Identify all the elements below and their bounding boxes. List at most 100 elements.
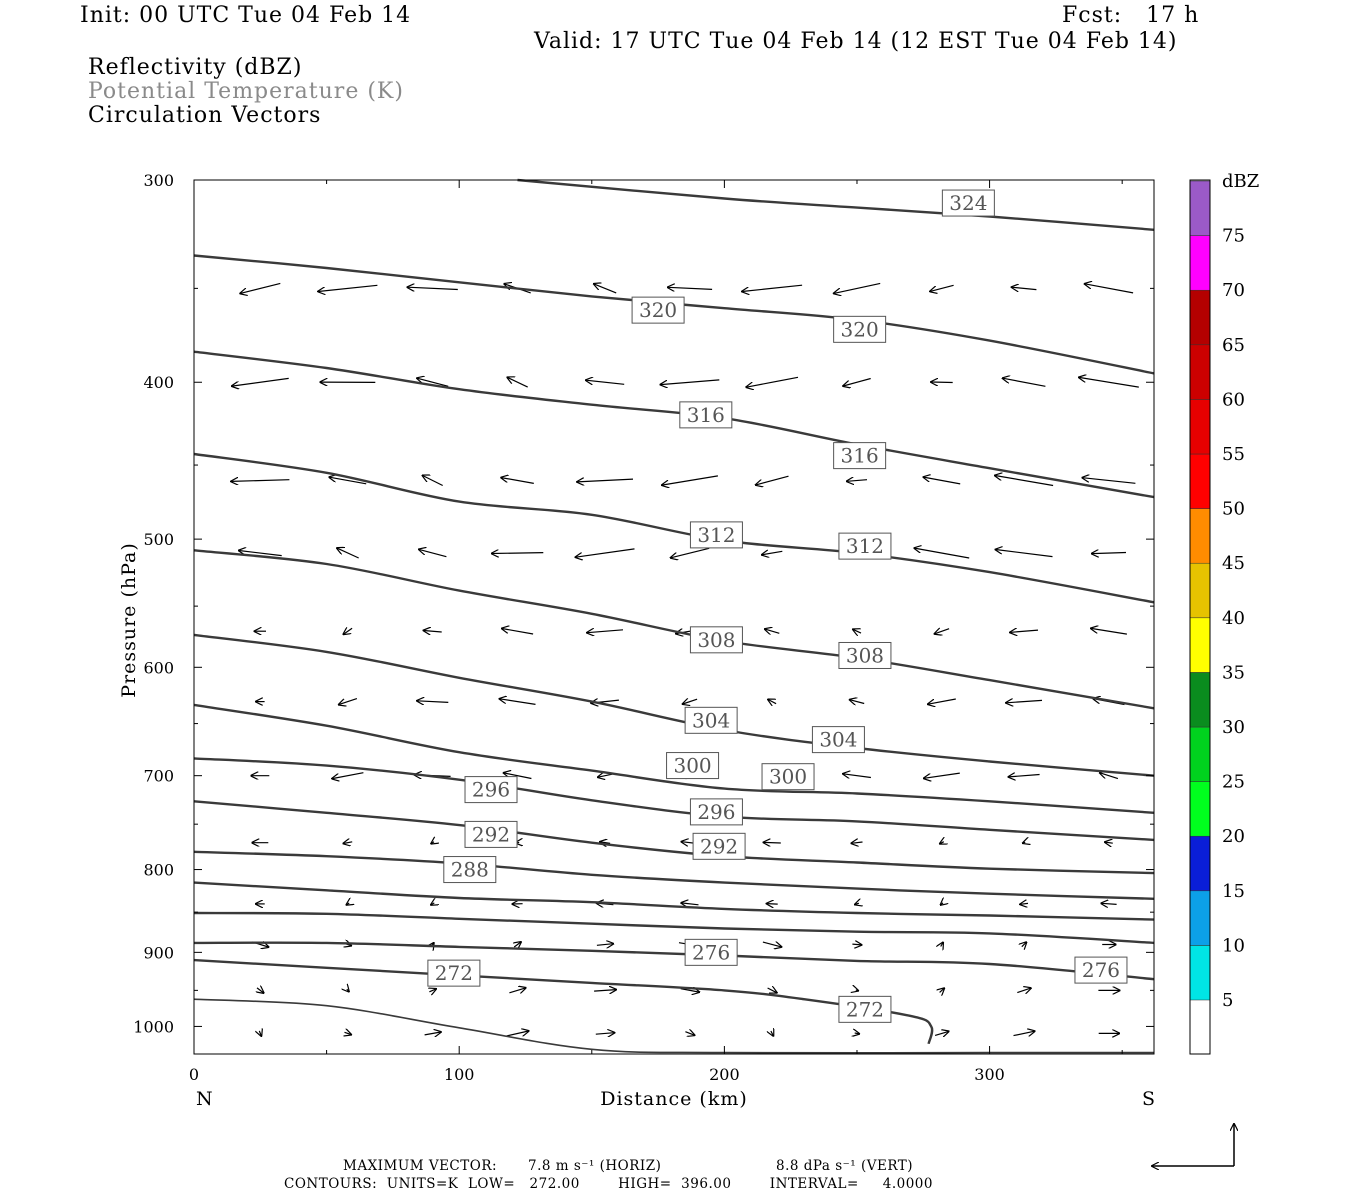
contour-label: 292 xyxy=(472,822,510,846)
circulation-vector xyxy=(429,989,436,992)
contour-label-box xyxy=(684,706,738,734)
circulation-vector xyxy=(594,990,616,992)
contour-label-box xyxy=(684,938,738,966)
colorbar-label: 35 xyxy=(1222,662,1245,683)
circulation-vector xyxy=(1010,630,1039,632)
isentrope-276 xyxy=(193,941,1155,981)
circulation-vector xyxy=(940,842,944,844)
dbz-colorbar: 5 10 15 20 25 30 35 40 45 50 55 60 65 70 75 dBZ xyxy=(1189,171,1259,1055)
contour-label: 276 xyxy=(692,940,730,964)
max-vector-label: MAXIMUM VECTOR: xyxy=(343,1158,498,1174)
colorbar-bin-15 xyxy=(1189,835,1211,892)
circulation-vector xyxy=(423,476,443,487)
circulation-vector xyxy=(431,903,434,905)
circulation-vector xyxy=(940,988,945,992)
circulation-vector xyxy=(843,377,871,387)
circulation-vector xyxy=(504,773,532,780)
contour-label: 316 xyxy=(841,444,879,468)
circulation-vector xyxy=(941,943,943,947)
circulation-vector xyxy=(339,698,358,705)
isentrope-288 xyxy=(193,850,1155,900)
contour-label-box xyxy=(761,763,815,791)
contour-label: 300 xyxy=(769,765,807,789)
isentrope-280 xyxy=(193,911,1155,945)
colorbar-bin-70 xyxy=(1189,235,1211,291)
circulation-vector xyxy=(1085,284,1134,294)
circulation-vector xyxy=(855,1033,860,1034)
circulation-vector xyxy=(586,380,625,384)
circulation-vector xyxy=(995,476,1054,487)
circulation-vector xyxy=(847,480,868,482)
circulation-vector xyxy=(417,378,449,387)
plot-frame xyxy=(193,179,1155,1055)
circulation-vector xyxy=(683,699,698,704)
colorbar-label: 20 xyxy=(1222,826,1245,847)
circulation-vector xyxy=(587,630,624,633)
circulation-vector xyxy=(855,903,859,904)
contour-label-box xyxy=(679,401,733,429)
init-time: Init: 00 UTC Tue 04 Feb 14 xyxy=(80,3,412,28)
circulation-vector xyxy=(1020,903,1029,904)
circulation-vector xyxy=(856,990,858,991)
circulation-vector xyxy=(765,629,780,633)
y-tick-label: 900 xyxy=(143,943,174,962)
isentrope-308 xyxy=(193,549,1155,710)
circulation-vector xyxy=(768,700,777,704)
contour-label: 308 xyxy=(697,628,735,652)
y-tick-label: 800 xyxy=(143,861,174,880)
circulation-vector xyxy=(851,842,863,843)
isentrope-272 xyxy=(193,958,934,1045)
circulation-vector xyxy=(507,377,528,388)
contour-label-box xyxy=(838,532,892,560)
circulation-vector xyxy=(240,282,281,293)
circulation-vector xyxy=(492,553,544,554)
circulation-vector xyxy=(771,1031,773,1036)
circulation-vector xyxy=(431,842,434,844)
circulation-vector xyxy=(576,548,635,557)
y-axis-title: Pressure (hPa) xyxy=(118,542,140,698)
circulation-vector xyxy=(332,772,364,779)
colorbar-label: 5 xyxy=(1222,990,1233,1011)
circulation-vector xyxy=(337,548,359,559)
circulation-vector xyxy=(600,842,611,844)
colorbar-label: 10 xyxy=(1222,935,1245,956)
x-end-label-left: N xyxy=(196,1088,213,1110)
colorbar-bin-5 xyxy=(1189,945,1211,1001)
contour-label: 292 xyxy=(700,834,738,858)
theta-contours xyxy=(193,178,1155,1054)
field-title-vectors: Circulation Vectors xyxy=(88,103,322,128)
circulation-vector xyxy=(1006,700,1043,702)
isentrope-324 xyxy=(517,178,1155,231)
y-tick-label: 400 xyxy=(143,373,174,392)
circulation-vector xyxy=(318,284,378,291)
x-tick-label: 0 xyxy=(189,1065,199,1084)
contour-label-box xyxy=(689,521,743,549)
contour-label-box xyxy=(464,820,518,848)
circulation-vector xyxy=(914,548,970,559)
colorbar-label: 60 xyxy=(1222,389,1245,410)
contour-label-box xyxy=(838,641,892,669)
circulation-vector xyxy=(594,284,617,294)
axes: 300 400 500 600 700 800 900 1000 0 100 200 300 Dista… xyxy=(118,171,1155,1110)
circulation-vector xyxy=(1082,478,1136,484)
isentrope-304 xyxy=(193,633,1155,777)
isentrope-284 xyxy=(193,881,1155,921)
circulation-vector xyxy=(329,477,367,485)
x-tick-label: 300 xyxy=(974,1065,1005,1084)
circulation-vector xyxy=(1101,903,1117,904)
circulation-vector xyxy=(1023,842,1025,843)
circulation-vector xyxy=(661,379,720,385)
circulation-vector xyxy=(596,944,613,946)
circulation-vector xyxy=(1079,377,1139,388)
circulation-vector xyxy=(509,988,525,993)
colorbar-bin-60 xyxy=(1189,344,1211,400)
field-title-reflectivity: Reflectivity (dBZ) xyxy=(88,55,303,80)
contour-label-box xyxy=(689,626,743,654)
x-tick-label: 200 xyxy=(709,1065,740,1084)
circulation-vector xyxy=(934,1031,949,1035)
isentrope-300 xyxy=(193,703,1155,814)
contour-label: 320 xyxy=(841,317,879,341)
circulation-vector xyxy=(680,989,700,993)
colorbar-bin-65 xyxy=(1189,289,1211,346)
circulation-vector xyxy=(941,903,943,905)
